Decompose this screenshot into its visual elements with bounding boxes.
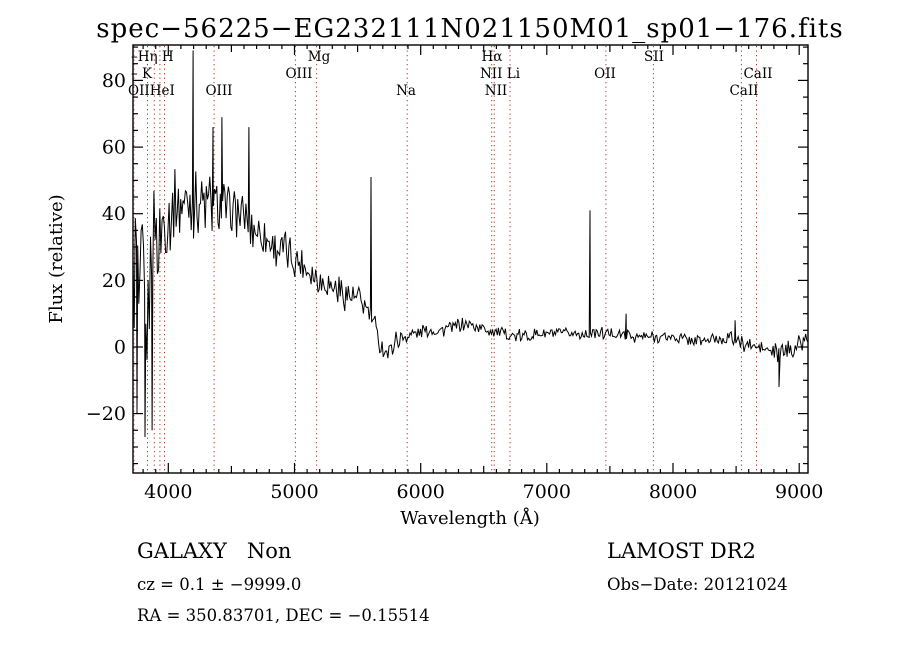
cz-value: cz = 0.1 ± −9999.0 (137, 575, 301, 594)
y-tick-label: 20 (102, 270, 126, 292)
line-label: OII (594, 66, 616, 82)
y-tick-label: 60 (102, 137, 126, 159)
line-label: CaII (743, 66, 772, 82)
x-tick-label: 6000 (397, 481, 445, 503)
line-label: OIII (285, 66, 312, 82)
x-tick-label: 7000 (523, 481, 571, 503)
x-axis-label: Wavelength (Å) (400, 507, 540, 529)
classification-label: GALAXY Non (137, 539, 291, 563)
line-label: Na (396, 83, 416, 99)
obs-date: Obs−Date: 20121024 (607, 575, 788, 594)
line-label: CaII (729, 83, 758, 99)
x-tick-label: 9000 (775, 481, 823, 503)
line-label: –Hη H (131, 49, 174, 65)
plot-title: spec−56225−EG232111N021150M01_sp01−176.f… (96, 14, 843, 44)
axes: 4000 5000 6000 7000 8000 9000 −20 0 20 40 60 80 (86, 45, 823, 503)
line-label: Mg (308, 49, 331, 65)
y-tick-label: −20 (86, 403, 126, 425)
line-label: – K (131, 66, 153, 82)
ra-dec-value: RA = 350.83701, DEC = −0.15514 (137, 606, 430, 625)
y-tick-label: 80 (102, 70, 126, 92)
line-label: OIIHeI (128, 83, 175, 99)
x-tick-label: 5000 (270, 481, 318, 503)
y-axis-label: Flux (relative) (46, 194, 67, 323)
spectrum-path (132, 50, 809, 438)
x-tick-label: 4000 (144, 481, 192, 503)
line-label: Hα (482, 49, 503, 65)
line-label: NII (485, 83, 507, 99)
plot-frame (132, 44, 809, 474)
line-label: SII (644, 49, 664, 65)
y-tick-label: 0 (114, 337, 126, 359)
y-tick-label: 40 (102, 203, 126, 225)
spectral-line-markers (133, 46, 757, 472)
x-tick-label: 8000 (649, 481, 697, 503)
line-label: NII Li (480, 66, 521, 82)
line-label: OIII (205, 83, 232, 99)
survey-label: LAMOST DR2 (607, 539, 756, 563)
